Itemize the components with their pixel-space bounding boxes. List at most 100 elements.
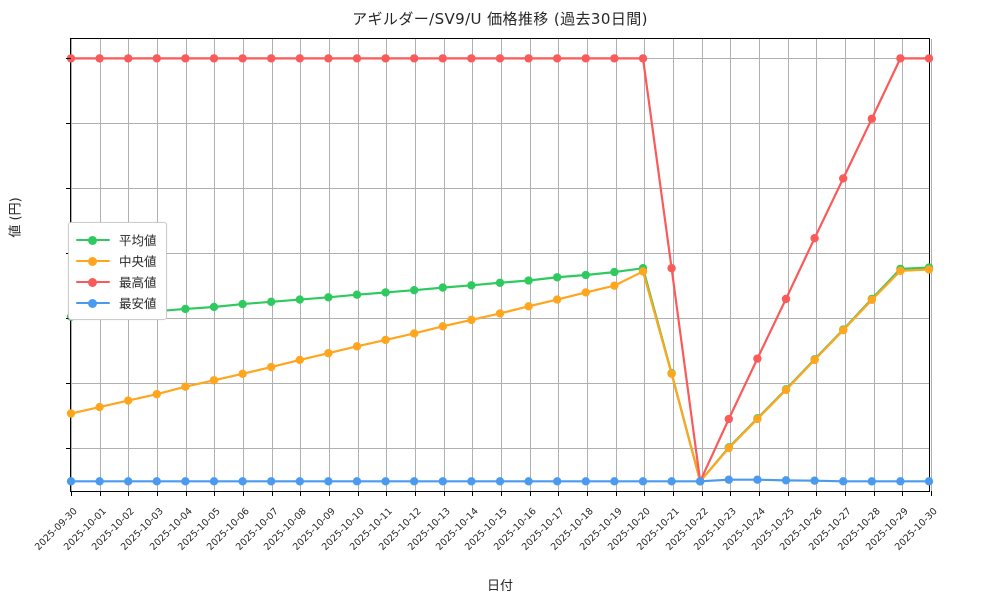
data-point xyxy=(124,54,133,63)
data-point xyxy=(610,267,619,277)
data-point xyxy=(66,477,76,486)
data-point xyxy=(295,477,304,486)
grid-line-vertical xyxy=(501,39,502,491)
legend-swatch-icon xyxy=(76,276,110,288)
data-point xyxy=(124,477,133,486)
data-point xyxy=(495,278,505,287)
legend-label: 平均値 xyxy=(119,233,157,248)
data-point xyxy=(724,475,733,484)
data-point xyxy=(667,264,676,273)
data-point xyxy=(524,302,533,311)
data-point xyxy=(839,477,848,486)
data-point xyxy=(66,409,76,418)
series-1 xyxy=(66,263,934,486)
data-point xyxy=(781,294,791,304)
data-point xyxy=(352,342,362,351)
data-point xyxy=(610,477,619,486)
data-point xyxy=(638,54,648,63)
data-point xyxy=(839,174,848,183)
series-3 xyxy=(66,54,934,486)
data-point xyxy=(267,362,276,372)
data-point xyxy=(781,385,791,395)
grid-line-vertical xyxy=(214,39,216,491)
x-tick-mark xyxy=(730,491,732,496)
data-point xyxy=(209,477,219,486)
data-point xyxy=(381,54,390,63)
grid-line-vertical xyxy=(386,39,388,491)
data-point xyxy=(267,477,276,486)
data-point xyxy=(638,477,648,486)
grid-line-vertical xyxy=(587,39,588,491)
x-tick-mark xyxy=(472,491,474,496)
legend-item-4[interactable]: 最安値 xyxy=(76,292,157,313)
data-point xyxy=(467,54,476,63)
grid-line-horizontal xyxy=(71,317,929,319)
data-point xyxy=(724,443,733,453)
x-axis-label: 日付 xyxy=(486,579,513,594)
data-point xyxy=(410,477,419,486)
data-point xyxy=(181,477,190,486)
grid-line-vertical xyxy=(701,39,703,491)
grid-line-vertical xyxy=(787,39,789,491)
data-point xyxy=(553,273,562,282)
data-point xyxy=(753,475,762,484)
y-tick-mark xyxy=(66,188,71,190)
data-point xyxy=(295,355,304,365)
grid-line-vertical xyxy=(329,39,330,491)
data-point xyxy=(667,369,676,378)
grid-line-horizontal xyxy=(71,188,929,190)
x-tick-mark xyxy=(243,491,244,496)
data-point xyxy=(924,54,934,63)
legend-item-2[interactable]: 中央値 xyxy=(76,250,157,271)
legend-swatch-icon xyxy=(76,255,110,267)
series-line xyxy=(69,268,931,483)
data-point xyxy=(209,54,219,63)
y-tick-mark xyxy=(66,382,71,384)
data-point xyxy=(352,477,362,486)
x-tick-mark xyxy=(357,491,359,496)
data-point xyxy=(410,285,419,295)
plot-area: 406080100120140160 xyxy=(66,38,934,496)
data-point xyxy=(295,295,304,304)
data-point xyxy=(753,414,762,424)
x-tick-mark xyxy=(329,491,330,496)
data-point xyxy=(267,297,276,306)
x-tick-mark xyxy=(673,491,674,496)
y-tick-mark xyxy=(66,123,71,125)
data-point xyxy=(238,477,247,486)
data-point xyxy=(324,477,333,486)
data-point xyxy=(696,477,705,486)
legend-label: 中央値 xyxy=(119,254,157,269)
data-point xyxy=(381,477,390,486)
data-point xyxy=(495,309,505,318)
data-point xyxy=(867,295,876,305)
x-tick-mark xyxy=(71,491,72,496)
x-tick-mark xyxy=(157,491,158,496)
data-point xyxy=(610,281,619,290)
data-point xyxy=(295,54,304,63)
legend-item-3[interactable]: 最高値 xyxy=(76,271,157,292)
data-point xyxy=(95,54,104,63)
legend-item-1[interactable]: 平均値 xyxy=(76,229,157,250)
x-tick-mark xyxy=(701,491,703,496)
data-point xyxy=(95,402,104,412)
grid-line-vertical xyxy=(357,39,359,491)
data-point xyxy=(553,295,562,304)
grid-line-vertical xyxy=(615,39,617,491)
data-point xyxy=(124,396,133,405)
x-tick-mark xyxy=(587,491,588,496)
data-point xyxy=(209,376,219,385)
data-point xyxy=(581,54,590,63)
y-axis-label: 値 (円) xyxy=(8,197,24,238)
data-point xyxy=(267,54,276,63)
data-point xyxy=(152,389,161,399)
series-2 xyxy=(66,265,934,486)
data-point xyxy=(896,54,905,63)
x-tick-mark xyxy=(271,491,273,496)
series-line xyxy=(69,57,931,483)
y-tick-mark xyxy=(66,447,71,449)
data-point xyxy=(467,477,476,486)
grid-line-vertical xyxy=(529,39,531,491)
x-tick-mark xyxy=(99,491,101,496)
grid-line-vertical xyxy=(816,39,818,491)
